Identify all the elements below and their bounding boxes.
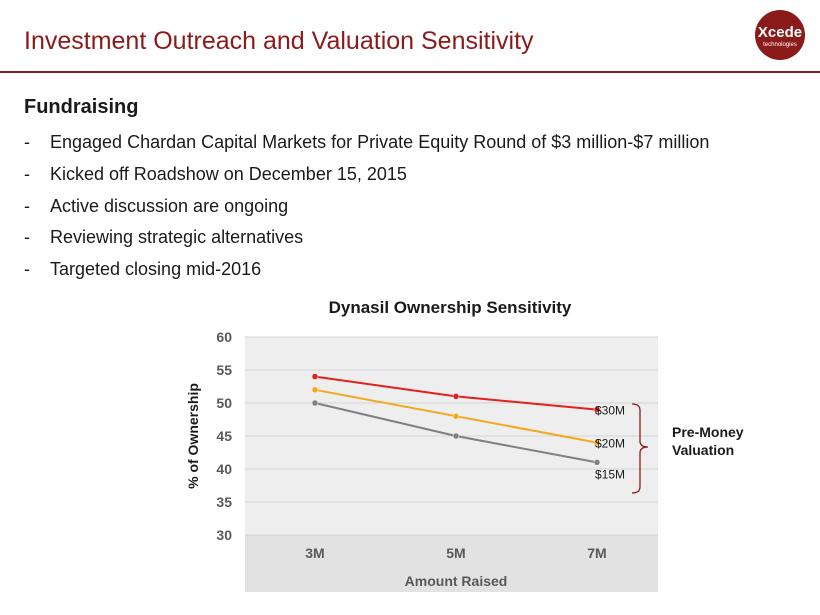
y-tick-label: 55 [216,362,232,378]
bullet-item: - Kicked off Roadshow on December 15, 201… [24,162,709,194]
series-lines [311,373,601,466]
bullet-text: Engaged Chardan Capital Markets for Priv… [50,132,710,152]
y-tick-label: 50 [216,395,232,411]
data-point [452,432,460,440]
bullet-list: - Engaged Chardan Capital Markets for Pri… [24,130,709,289]
bullet-marker: - [24,227,30,248]
data-point [593,406,601,413]
x-tick-label: 3M [305,545,324,561]
data-point [311,373,319,380]
bullet-text: Active discussion are ongoing [50,195,289,216]
bullet-text: Targeted closing mid-2016 [50,259,262,279]
series-label: $20M [595,437,625,451]
bullet-marker: - [24,259,30,279]
chart-title: Dynasil Ownership Sensitivity [329,298,572,317]
y-tick-label: 40 [216,461,232,477]
x-tick-label: 7M [587,545,606,561]
bullet-marker: - [24,163,30,184]
section-heading: Fundraising [24,96,139,118]
bullet-item: - Engaged Chardan Capital Markets for Pri… [24,130,709,162]
bullet-item: - Targeted closing mid-2016 [24,257,709,289]
logo-tagline: technologies [763,42,797,48]
data-point [452,393,460,400]
slide-title: Investment Outreach and Valuation Sensit… [24,27,534,55]
y-tick-label: 45 [216,428,232,444]
y-tick-label: 30 [216,527,232,543]
series-labels: $30M $20M $15M [595,404,625,482]
x-axis-ticks: 3M 5M 7M [305,545,606,561]
bracket-label: Pre-Money Valuation [672,424,747,458]
data-point [593,459,601,466]
series-label: $30M [595,404,625,418]
logo-name: Xcede [758,24,802,41]
x-axis-label: Amount Raised [405,573,508,589]
y-tick-label: 35 [216,494,232,510]
y-axis-ticks: 30 35 40 45 50 55 60 [216,329,232,543]
bullet-marker: - [24,195,30,216]
data-point [311,386,319,394]
bullet-item: - Active discussion are ongoing [24,194,709,226]
bullet-text: Kicked off Roadshow on December 15, 2015 [50,163,407,184]
valuation-bracket [631,403,649,494]
data-point [593,439,601,446]
bullet-item: - Reviewing strategic alternatives [24,225,709,257]
x-tick-label: 5M [446,545,465,561]
bullet-marker: - [24,132,30,152]
y-axis-label: % of Ownership [185,383,201,489]
data-point [452,412,460,420]
series-label: $15M [595,467,625,481]
xcede-logo: Xcede technologies [755,10,805,60]
category-axis-band [245,535,658,592]
bullet-text: Reviewing strategic alternatives [50,227,304,248]
y-tick-label: 60 [216,329,232,345]
title-divider [0,71,820,73]
data-point [311,399,319,407]
